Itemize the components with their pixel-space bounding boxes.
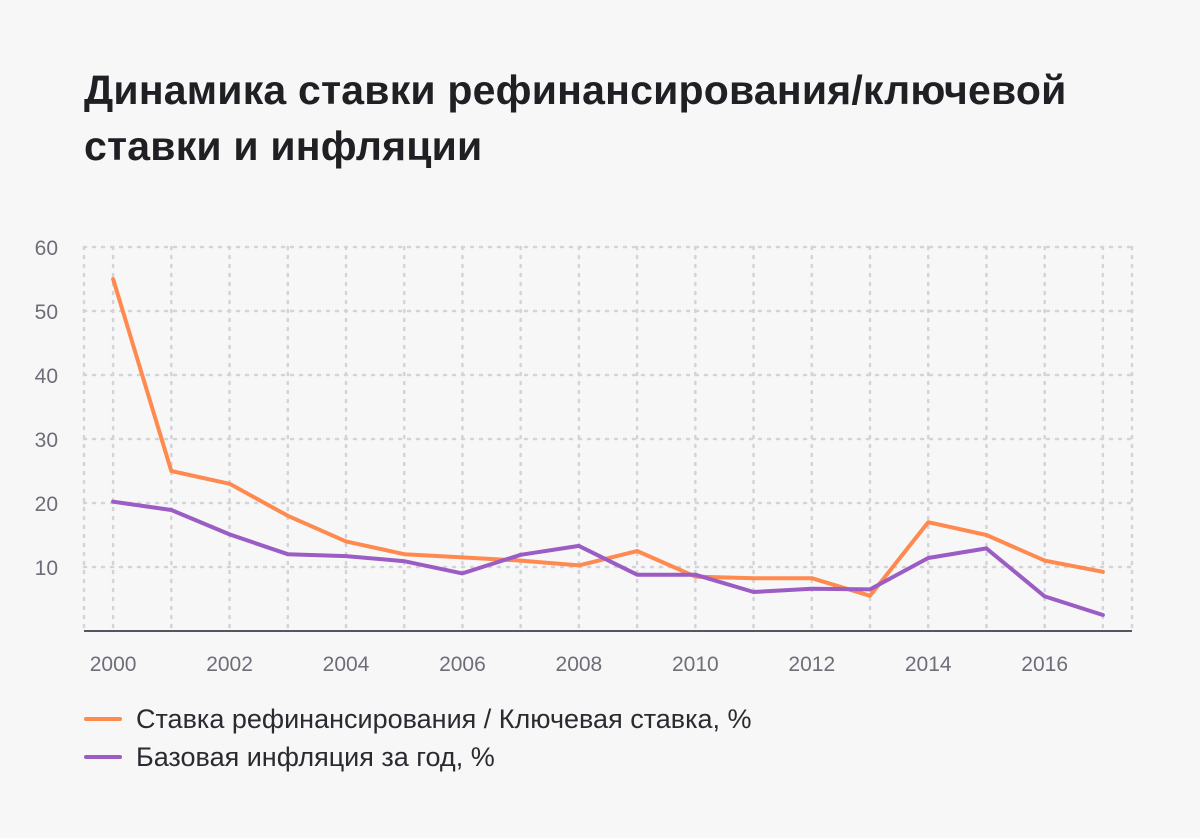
- x-tick-label: 2000: [90, 653, 137, 676]
- chart-title: Динамика ставки рефинансирования/ключево…: [84, 67, 1067, 169]
- x-tick-label: 2012: [788, 653, 835, 676]
- y-tick-label: 20: [35, 493, 58, 516]
- x-tick-label: 2016: [1021, 653, 1068, 676]
- tick-labels: 10 20 30 40 50 60 2000 2002 2004 2006 2008 2010 2012…: [35, 237, 1068, 676]
- y-tick-label: 30: [35, 429, 58, 452]
- grid: [82, 245, 1134, 633]
- y-tick-label: 10: [35, 557, 58, 580]
- x-tick-label: 2004: [323, 653, 370, 676]
- legend-swatch-core-inflation: [84, 755, 122, 759]
- y-tick-label: 40: [35, 365, 58, 388]
- series-lines: [111, 277, 1105, 617]
- legend-item-refinancing-rate: Ставка рефинансирования / Ключевая ставк…: [84, 700, 752, 738]
- x-tick-label: 2006: [439, 653, 486, 676]
- legend-item-core-inflation: Базовая инфляция за год, %: [84, 738, 752, 776]
- legend: Ставка рефинансирования / Ключевая ставк…: [84, 700, 752, 776]
- x-tick-label: 2008: [556, 653, 603, 676]
- x-tick-label: 2014: [905, 653, 952, 676]
- series-line-0: [111, 277, 1105, 598]
- legend-swatch-refinancing-rate: [84, 717, 122, 721]
- x-tick-label: 2002: [206, 653, 253, 676]
- x-tick-label: 2010: [672, 653, 719, 676]
- legend-label-refinancing-rate: Ставка рефинансирования / Ключевая ставк…: [136, 703, 752, 734]
- y-tick-label: 50: [35, 301, 58, 324]
- series-line-1: [111, 499, 1105, 617]
- legend-label-core-inflation: Базовая инфляция за год, %: [136, 741, 495, 772]
- y-tick-label: 60: [35, 237, 58, 260]
